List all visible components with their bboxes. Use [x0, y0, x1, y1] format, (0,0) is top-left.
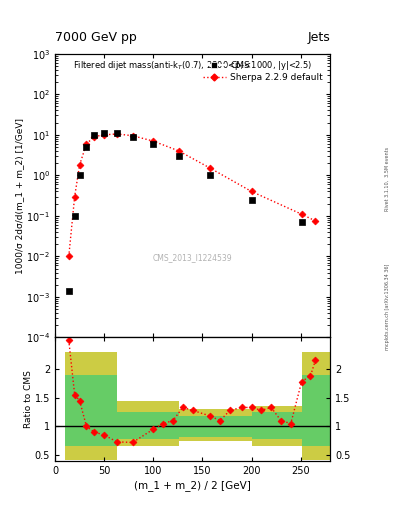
- Point: [150, 140, 156, 148]
- Point: [91, 131, 97, 139]
- Text: Jets: Jets: [307, 31, 330, 44]
- Text: mcplots.cern.ch [arXiv:1306.34 36]: mcplots.cern.ch [arXiv:1306.34 36]: [385, 264, 389, 350]
- Point: [114, 129, 120, 137]
- Y-axis label: 1000/σ 2dσ/d(m_1 + m_2) [1/GeV]: 1000/σ 2dσ/d(m_1 + m_2) [1/GeV]: [16, 118, 25, 273]
- Point: [176, 152, 182, 160]
- Text: CMS_2013_I1224539: CMS_2013_I1224539: [153, 253, 232, 263]
- Point: [248, 196, 255, 204]
- Point: [299, 218, 305, 226]
- Text: Filtered dijet mass(anti-k$_{T}$(0.7), 2800<p$_{T}$<1000, |y|<2.5): Filtered dijet mass(anti-k$_{T}$(0.7), 2…: [73, 59, 312, 72]
- Point: [207, 171, 213, 179]
- Point: [130, 133, 136, 141]
- Point: [101, 129, 107, 137]
- Text: 7000 GeV pp: 7000 GeV pp: [55, 31, 137, 44]
- Y-axis label: Ratio to CMS: Ratio to CMS: [24, 370, 33, 428]
- Point: [83, 143, 90, 151]
- Point: [66, 287, 72, 295]
- Legend: CMS, Sherpa 2.2.9 default: CMS, Sherpa 2.2.9 default: [200, 58, 326, 84]
- Point: [77, 171, 83, 179]
- Text: Rivet 3.1.10,  3.5M events: Rivet 3.1.10, 3.5M events: [385, 147, 389, 211]
- Point: [72, 212, 78, 220]
- X-axis label: (m_1 + m_2) / 2 [GeV]: (m_1 + m_2) / 2 [GeV]: [134, 480, 251, 490]
